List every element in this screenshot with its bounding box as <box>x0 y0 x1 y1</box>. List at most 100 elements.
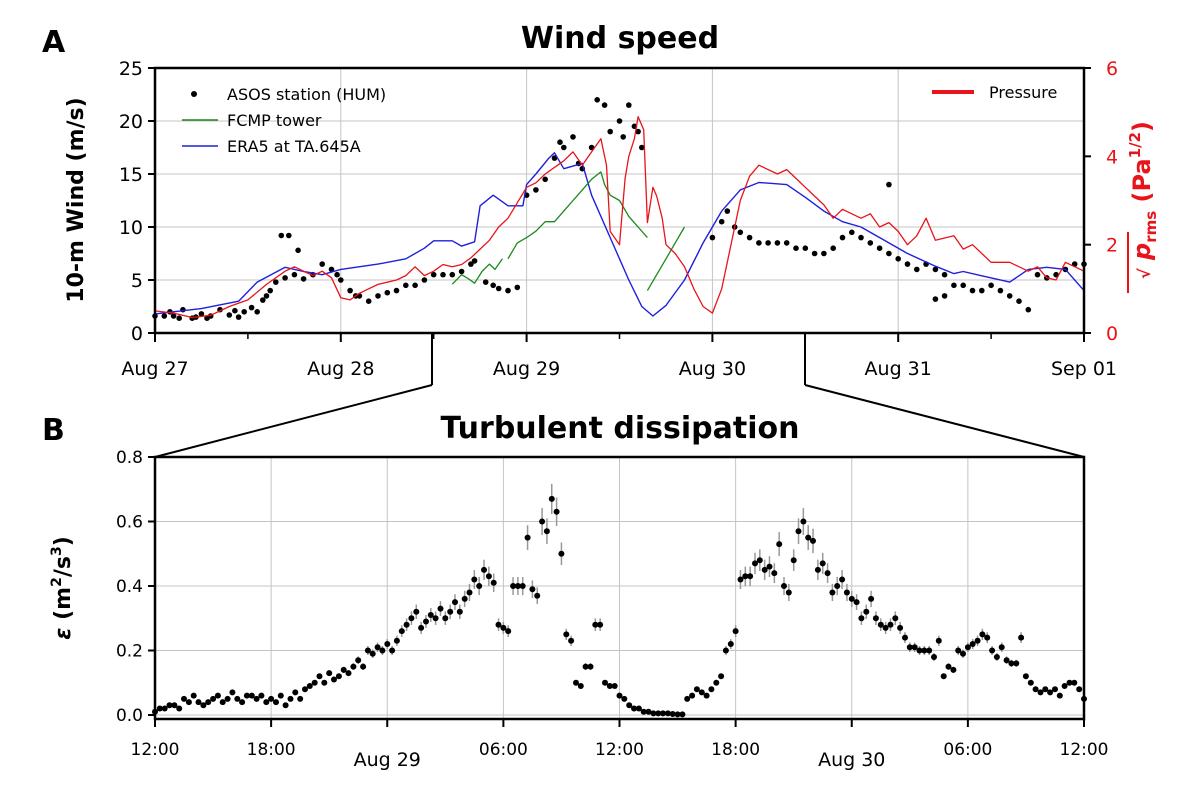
b-point <box>1027 679 1034 686</box>
a-ytick-right-label: 6 <box>1106 58 1118 80</box>
b-point <box>514 583 521 589</box>
asos-point <box>334 271 340 278</box>
b-point <box>669 711 676 717</box>
asos-point <box>988 282 994 289</box>
asos-point <box>746 234 753 241</box>
b-point <box>563 631 570 638</box>
b-point <box>461 595 468 602</box>
asos-point <box>278 232 285 239</box>
b-point <box>263 699 270 706</box>
b-point <box>611 683 618 689</box>
b-date-label: Aug 30 <box>818 749 885 771</box>
b-point <box>1032 686 1039 693</box>
asos-point <box>718 218 725 225</box>
asos-point <box>412 282 418 289</box>
asos-point <box>914 266 920 273</box>
b-point <box>800 518 807 525</box>
asos-point <box>226 312 233 318</box>
asos-point <box>241 309 247 315</box>
b-point <box>722 647 729 654</box>
b-point <box>814 566 821 573</box>
asos-point <box>319 261 326 267</box>
b-point <box>645 708 652 715</box>
asos-point <box>393 287 400 294</box>
b-point <box>355 657 362 664</box>
asos-point <box>979 287 985 294</box>
b-point <box>863 608 870 615</box>
b-point <box>931 654 937 660</box>
asos-point <box>783 240 790 246</box>
b-point <box>795 528 802 535</box>
asos-point <box>430 271 437 278</box>
b-point <box>998 644 1005 651</box>
asos-point <box>620 134 626 140</box>
a-xtick-label: Aug 30 <box>679 358 746 380</box>
asos-point <box>594 97 600 103</box>
b-point <box>200 702 207 709</box>
b-point <box>839 576 846 583</box>
fcmp-line-seg-2 <box>646 226 686 291</box>
b-point <box>732 628 739 635</box>
asos-point <box>248 304 255 311</box>
b-point <box>752 560 758 567</box>
asos-point <box>273 279 279 285</box>
asos-point <box>505 287 511 294</box>
b-point <box>282 702 289 709</box>
b-point <box>432 615 439 622</box>
asos-point <box>607 128 613 135</box>
asos-point <box>254 309 260 315</box>
asos-point <box>180 306 186 313</box>
fcmp-line-seg-0 <box>451 258 503 285</box>
b-point <box>534 592 541 599</box>
b-point <box>819 560 826 567</box>
b-point <box>829 589 836 596</box>
b-point <box>316 673 323 680</box>
b-point <box>471 576 478 583</box>
b-xtick-label: 18:00 <box>247 740 296 760</box>
b-point <box>287 695 294 702</box>
asos-point <box>375 293 381 299</box>
b-point <box>466 589 473 596</box>
asos-point <box>557 139 563 145</box>
b-point <box>297 695 304 702</box>
asos-point <box>347 287 353 294</box>
b-point <box>979 631 986 638</box>
b-point <box>766 563 773 570</box>
b-point <box>398 628 405 635</box>
b-point <box>635 705 642 712</box>
b-point <box>573 679 579 686</box>
panel-a-ylabel-right: √ prms (Pa1/2) <box>1126 121 1160 293</box>
b-point <box>210 695 217 702</box>
b-xtick-label: 12:00 <box>595 740 644 760</box>
panel-a-legend: ASOS station (HUM) FCMP tower ERA5 at TA.6… <box>182 85 386 156</box>
b-point <box>602 679 608 686</box>
b-point <box>713 679 720 686</box>
b-point <box>418 624 425 631</box>
b-point <box>824 570 831 577</box>
panel-b-title: Turbulent dissipation <box>441 411 800 446</box>
asos-point <box>1025 306 1032 313</box>
asos-point <box>709 234 716 241</box>
b-point <box>776 541 783 548</box>
b-point <box>964 644 971 651</box>
b-point <box>311 679 318 686</box>
b-point <box>926 647 933 654</box>
b-point <box>403 621 410 628</box>
b-point <box>916 647 923 654</box>
b-point <box>960 650 966 657</box>
b-point <box>360 663 367 670</box>
panel-b-ylabel: ε (m2/s3) <box>49 536 76 640</box>
asos-point <box>941 293 948 299</box>
panel-a-x-axis: Aug 27 Aug 28 Aug 29 Aug 30 Aug 31 Sep 01 <box>121 333 1117 380</box>
asos-point <box>639 144 645 151</box>
b-ytick-label: 0.6 <box>116 513 143 533</box>
panel-a-line-series <box>154 115 1085 319</box>
b-point <box>452 599 458 606</box>
asos-point <box>482 279 489 285</box>
b-point <box>911 644 918 651</box>
legend-label: FCMP tower <box>227 111 322 130</box>
b-point <box>224 695 231 702</box>
asos-point <box>468 261 474 267</box>
b-point <box>887 621 894 628</box>
